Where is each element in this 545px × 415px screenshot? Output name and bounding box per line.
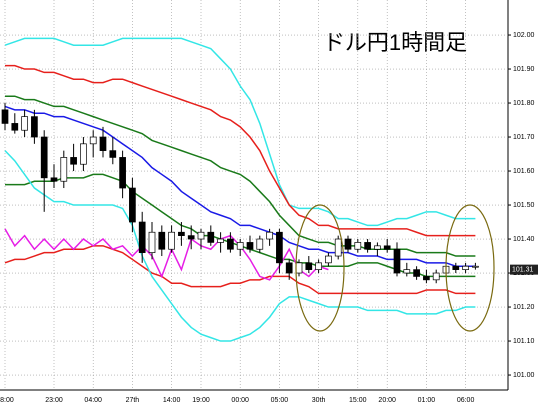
candle-body — [158, 231, 166, 250]
candle-body — [364, 242, 371, 250]
candle-body — [31, 116, 38, 138]
y-tick-label: 101.50 — [513, 202, 535, 209]
candle-body — [1, 109, 9, 124]
x-tick-label: 30th — [312, 397, 326, 404]
candle-body — [423, 276, 430, 281]
candle-body — [236, 242, 244, 250]
last-price-label: 101.31 — [512, 266, 534, 273]
candle-body — [383, 245, 391, 250]
band-line — [5, 64, 476, 237]
chart-title: ドル円1時間足 — [323, 30, 467, 55]
y-tick-label: 101.40 — [513, 236, 535, 243]
x-tick-label: 06:00 — [457, 397, 475, 404]
candle-body — [246, 242, 254, 250]
candle-body — [403, 269, 411, 274]
y-tick-label: 101.90 — [513, 66, 535, 73]
candle-body — [344, 238, 352, 250]
last-price-box — [510, 264, 538, 275]
x-tick-label: 14:00 — [163, 397, 181, 404]
candle-body — [21, 116, 28, 131]
highlight-ellipse — [445, 204, 495, 332]
y-tick-label: 101.00 — [513, 372, 535, 379]
candle-body — [50, 177, 58, 182]
candle-body — [462, 265, 469, 270]
candle-body — [60, 157, 68, 182]
x-tick-label: 00:00 — [231, 397, 249, 404]
x-tick-label: 19:00 — [192, 397, 210, 404]
candle-body — [187, 235, 195, 240]
y-tick-label: 101.10 — [513, 338, 535, 345]
candle-body — [99, 136, 107, 151]
candle-body — [168, 231, 175, 250]
candle-body — [315, 262, 322, 270]
candle-body — [295, 262, 303, 274]
x-tick-label: 27th — [126, 397, 140, 404]
candle-body — [80, 143, 87, 165]
x-tick-label: 05:00 — [271, 397, 289, 404]
candle-body — [40, 136, 48, 179]
candle-body — [70, 157, 77, 165]
candle-body — [334, 238, 342, 257]
candle-body — [276, 231, 283, 264]
candle-body — [393, 248, 401, 274]
candle-body — [11, 123, 19, 131]
candle-body — [285, 262, 293, 274]
candle-body — [197, 231, 205, 240]
candle-body — [354, 242, 362, 250]
candle-body — [452, 265, 460, 270]
candle-body — [148, 231, 156, 253]
candle-body — [325, 255, 332, 264]
candle-body — [109, 150, 117, 158]
y-tick-label: 101.60 — [513, 168, 535, 175]
candle-body — [432, 272, 440, 281]
y-tick-label: 101.20 — [513, 304, 535, 311]
candle-body — [178, 231, 185, 236]
candle-body — [138, 221, 146, 253]
candle-body — [266, 231, 273, 240]
band-line — [4, 245, 476, 295]
y-tick-label: 102.00 — [513, 32, 535, 39]
band-line — [4, 228, 329, 281]
candle-body — [119, 157, 126, 189]
candle-body — [207, 231, 215, 243]
highlight-ellipse — [295, 204, 345, 332]
band-line — [4, 37, 476, 227]
candle-body — [217, 238, 224, 243]
candle-body — [472, 265, 479, 268]
x-tick-label: 18:00 — [0, 397, 14, 404]
x-tick-label: 23:00 — [45, 397, 63, 404]
candle-body — [256, 238, 264, 250]
candle-body — [227, 238, 234, 250]
band-line — [4, 150, 476, 342]
candle-body — [413, 269, 420, 277]
candle-body — [374, 245, 381, 250]
candle-body — [89, 136, 97, 145]
x-tick-label: 15:00 — [349, 397, 367, 404]
candle-body — [305, 262, 313, 270]
x-tick-label: 04:00 — [84, 397, 102, 404]
x-tick-label: 20:00 — [378, 397, 396, 404]
x-tick-label: 01:00 — [418, 397, 436, 404]
y-tick-label: 101.80 — [513, 100, 535, 107]
candle-body — [129, 187, 136, 223]
y-tick-label: 101.70 — [513, 134, 535, 141]
